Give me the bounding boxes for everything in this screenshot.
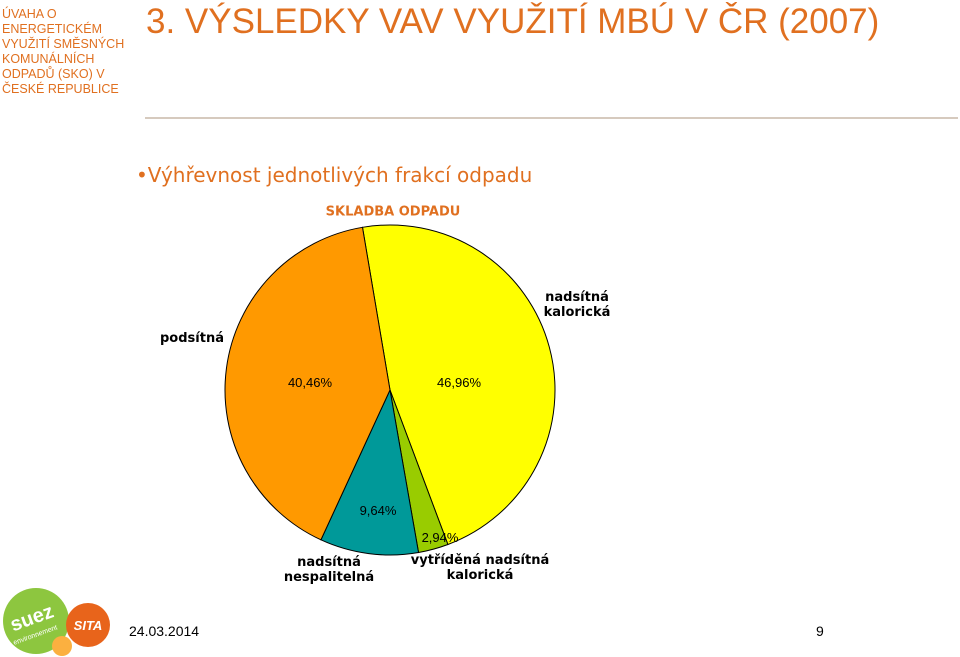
sidebar-line: ÚVAHA O bbox=[2, 7, 57, 21]
category-label: nadsítná kalorická bbox=[543, 290, 611, 320]
sidebar-line: ODPADŮ (SKO) V bbox=[2, 67, 105, 81]
date: 24.03.2014 bbox=[129, 623, 200, 639]
logo-text: SITA bbox=[74, 618, 103, 633]
suez-logo-dot bbox=[52, 636, 72, 656]
pie-slice bbox=[361, 224, 556, 546]
value-label: 46,96% bbox=[436, 375, 482, 390]
category-label: podsítná bbox=[160, 331, 224, 346]
value-label: 9,64% bbox=[359, 503, 397, 518]
sidebar-line: ENERGETICKÉM bbox=[2, 22, 103, 36]
value-label: 2,94% bbox=[421, 530, 459, 545]
page-number: 9 bbox=[816, 623, 824, 639]
chart-title: SKLADBA ODPADU bbox=[326, 205, 461, 220]
sidebar: ÚVAHA O ENERGETICKÉM VYUŽITÍ SMĚSNÝCH KOMUN… bbox=[2, 7, 124, 97]
slide-title: 3. VÝSLEDKY VAV VYUŽITÍ MBÚ V ČR (2007) bbox=[146, 2, 880, 41]
sidebar-line: ČESKÉ REPUBLICE bbox=[2, 82, 119, 96]
category-label: vytříděná nadsítná kalorická bbox=[410, 553, 550, 583]
bullet: •Výhřevnost jednotlivých frakcí odpadu bbox=[136, 163, 533, 187]
value-label: 40,46% bbox=[287, 375, 333, 390]
sita-logo-circle bbox=[66, 603, 110, 647]
logo: suez environnement SITA bbox=[3, 588, 110, 656]
bullet-text: Výhřevnost jednotlivých frakcí odpadu bbox=[147, 163, 533, 187]
suez-logo-circle bbox=[3, 588, 69, 654]
category-label: nadsítná nespalitelná bbox=[283, 555, 375, 585]
sidebar-line: VYUŽITÍ SMĚSNÝCH bbox=[2, 37, 125, 51]
pie-slice bbox=[320, 388, 420, 556]
pie-slice bbox=[224, 226, 391, 541]
sidebar-line: KOMUNÁLNÍCH bbox=[2, 52, 95, 66]
